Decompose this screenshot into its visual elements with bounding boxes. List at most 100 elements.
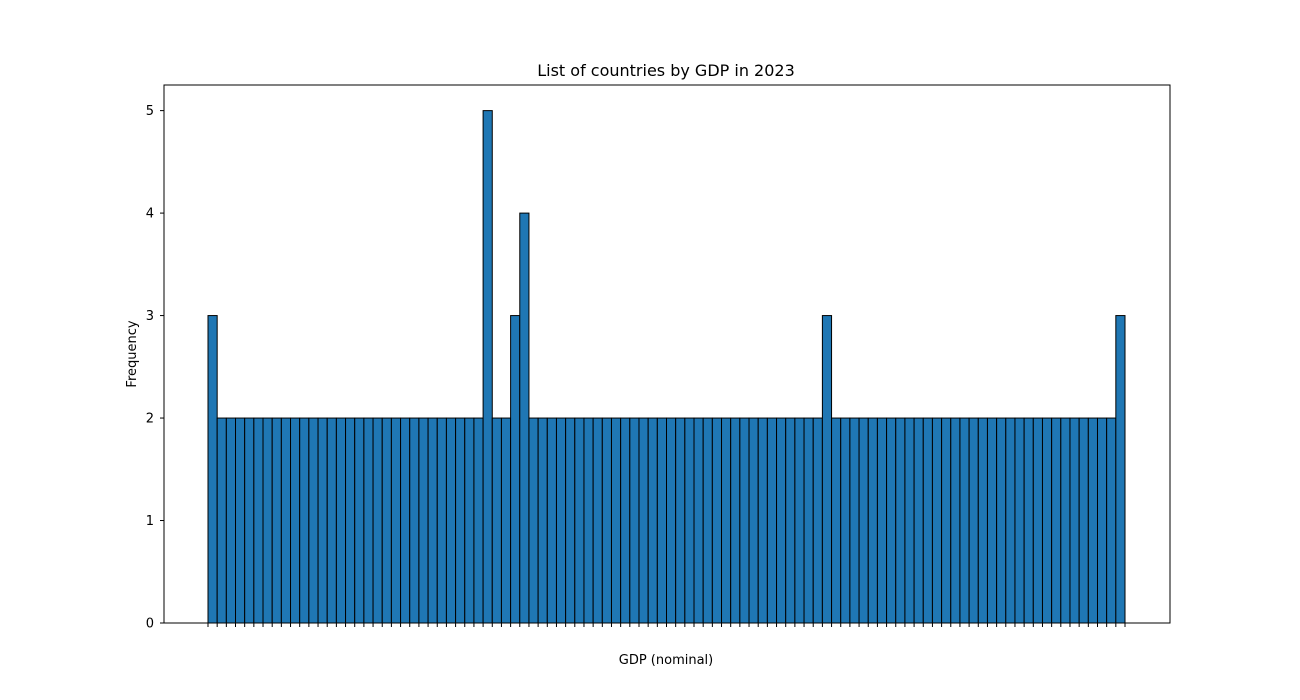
histogram-bar xyxy=(794,417,805,624)
histogram-bar xyxy=(436,417,447,624)
histogram-bar xyxy=(711,417,723,624)
histogram-bar xyxy=(418,417,429,624)
chart-title: List of countries by GDP in 2023 xyxy=(537,61,795,80)
histogram-bar xyxy=(950,417,961,624)
y-axis-label: Frequency xyxy=(125,320,140,387)
histogram-bar xyxy=(776,417,787,624)
histogram-bar xyxy=(1032,417,1043,624)
histogram-bar xyxy=(831,417,842,624)
histogram-bar xyxy=(1014,417,1025,624)
histogram-bar xyxy=(317,417,328,624)
histogram-bar xyxy=(510,315,521,624)
histogram-bar xyxy=(363,417,374,624)
histogram-bar xyxy=(1106,417,1117,624)
histogram-bar xyxy=(271,417,282,624)
histogram-bar xyxy=(473,417,484,624)
histogram-bar xyxy=(262,417,273,624)
histogram-bar xyxy=(1087,417,1098,624)
histogram-bar xyxy=(656,417,668,624)
histogram-bar xyxy=(684,417,695,624)
histogram-bar xyxy=(235,417,246,624)
histogram-bar xyxy=(647,417,658,624)
histogram-bar xyxy=(482,110,493,624)
histogram-bar xyxy=(748,417,759,624)
histogram-bar xyxy=(876,417,888,624)
histogram-bar xyxy=(335,417,347,624)
histogram-bar xyxy=(1060,417,1071,624)
histogram-bar xyxy=(730,417,741,624)
histogram-bar xyxy=(500,417,512,624)
histogram-bar xyxy=(1051,417,1062,624)
histogram-bar xyxy=(840,417,851,624)
histogram-bar xyxy=(400,417,411,624)
histogram-bar xyxy=(821,315,833,624)
x-axis-ticks xyxy=(207,623,1126,627)
histogram-bar xyxy=(904,417,915,624)
histogram-bar xyxy=(491,417,502,624)
histogram-bar xyxy=(1023,417,1034,624)
histogram-bar xyxy=(308,417,319,624)
histogram-bar xyxy=(785,417,796,624)
histogram-bar xyxy=(528,417,539,624)
histogram-bar xyxy=(996,417,1007,624)
histogram-bar xyxy=(666,417,677,624)
histogram-bar xyxy=(354,417,365,624)
y-tick-label: 4 xyxy=(146,207,154,222)
histogram-bar xyxy=(345,417,356,624)
histogram-bar xyxy=(244,417,255,624)
histogram-bar xyxy=(1005,417,1016,624)
histogram-bar xyxy=(583,417,594,624)
histogram-bar xyxy=(372,417,383,624)
histogram-bar xyxy=(629,417,640,624)
histogram-bar xyxy=(225,417,237,624)
histogram-bar xyxy=(610,417,622,624)
histogram-bar xyxy=(757,417,768,624)
histogram-bar xyxy=(1115,315,1126,624)
histogram-bar xyxy=(931,417,943,624)
histogram-bar xyxy=(941,417,952,624)
histogram-bar xyxy=(638,417,649,624)
plot-area-frame xyxy=(163,84,1171,624)
histogram-bar xyxy=(546,417,557,624)
histogram-bar xyxy=(986,417,998,624)
histogram-bar xyxy=(693,417,704,624)
histogram-bar xyxy=(959,417,970,624)
histogram-bar xyxy=(968,417,979,624)
histogram-bar xyxy=(592,417,603,624)
y-axis-ticks: 0 1 2 3 4 5 xyxy=(146,104,164,632)
histogram-bar xyxy=(812,417,823,624)
histogram-bar xyxy=(280,417,292,624)
histogram-bar xyxy=(207,315,218,624)
histogram-bar xyxy=(620,417,631,624)
histogram-bar xyxy=(409,417,420,624)
y-tick-label: 2 xyxy=(146,412,154,427)
histogram-bar xyxy=(216,417,227,624)
histogram-bar xyxy=(803,417,814,624)
histogram-bar xyxy=(913,417,924,624)
histogram-bar xyxy=(427,417,438,624)
y-tick-label: 3 xyxy=(146,309,154,324)
histogram-bar xyxy=(895,417,906,624)
histogram-bar xyxy=(381,417,392,624)
histogram-bar xyxy=(574,417,585,624)
histogram-bar xyxy=(455,417,466,624)
y-tick-label: 0 xyxy=(146,617,154,632)
histogram-bar xyxy=(565,417,576,624)
histogram-bar xyxy=(739,417,750,624)
histogram-bar xyxy=(922,417,933,624)
histogram-bar xyxy=(1078,417,1089,624)
x-axis-label: GDP (nominal) xyxy=(619,653,714,668)
histogram-bar xyxy=(253,417,264,624)
histogram-bar xyxy=(675,417,686,624)
histogram-bar xyxy=(299,417,310,624)
histogram-bar xyxy=(721,417,732,624)
y-tick-label: 1 xyxy=(146,514,154,529)
histogram-bar xyxy=(766,417,778,624)
histogram-bar xyxy=(1096,417,1108,624)
histogram-bar xyxy=(977,417,988,624)
histogram-bar xyxy=(445,417,457,624)
histogram-bar xyxy=(290,417,301,624)
histogram-bar xyxy=(555,417,567,624)
histogram-bar xyxy=(390,417,402,624)
